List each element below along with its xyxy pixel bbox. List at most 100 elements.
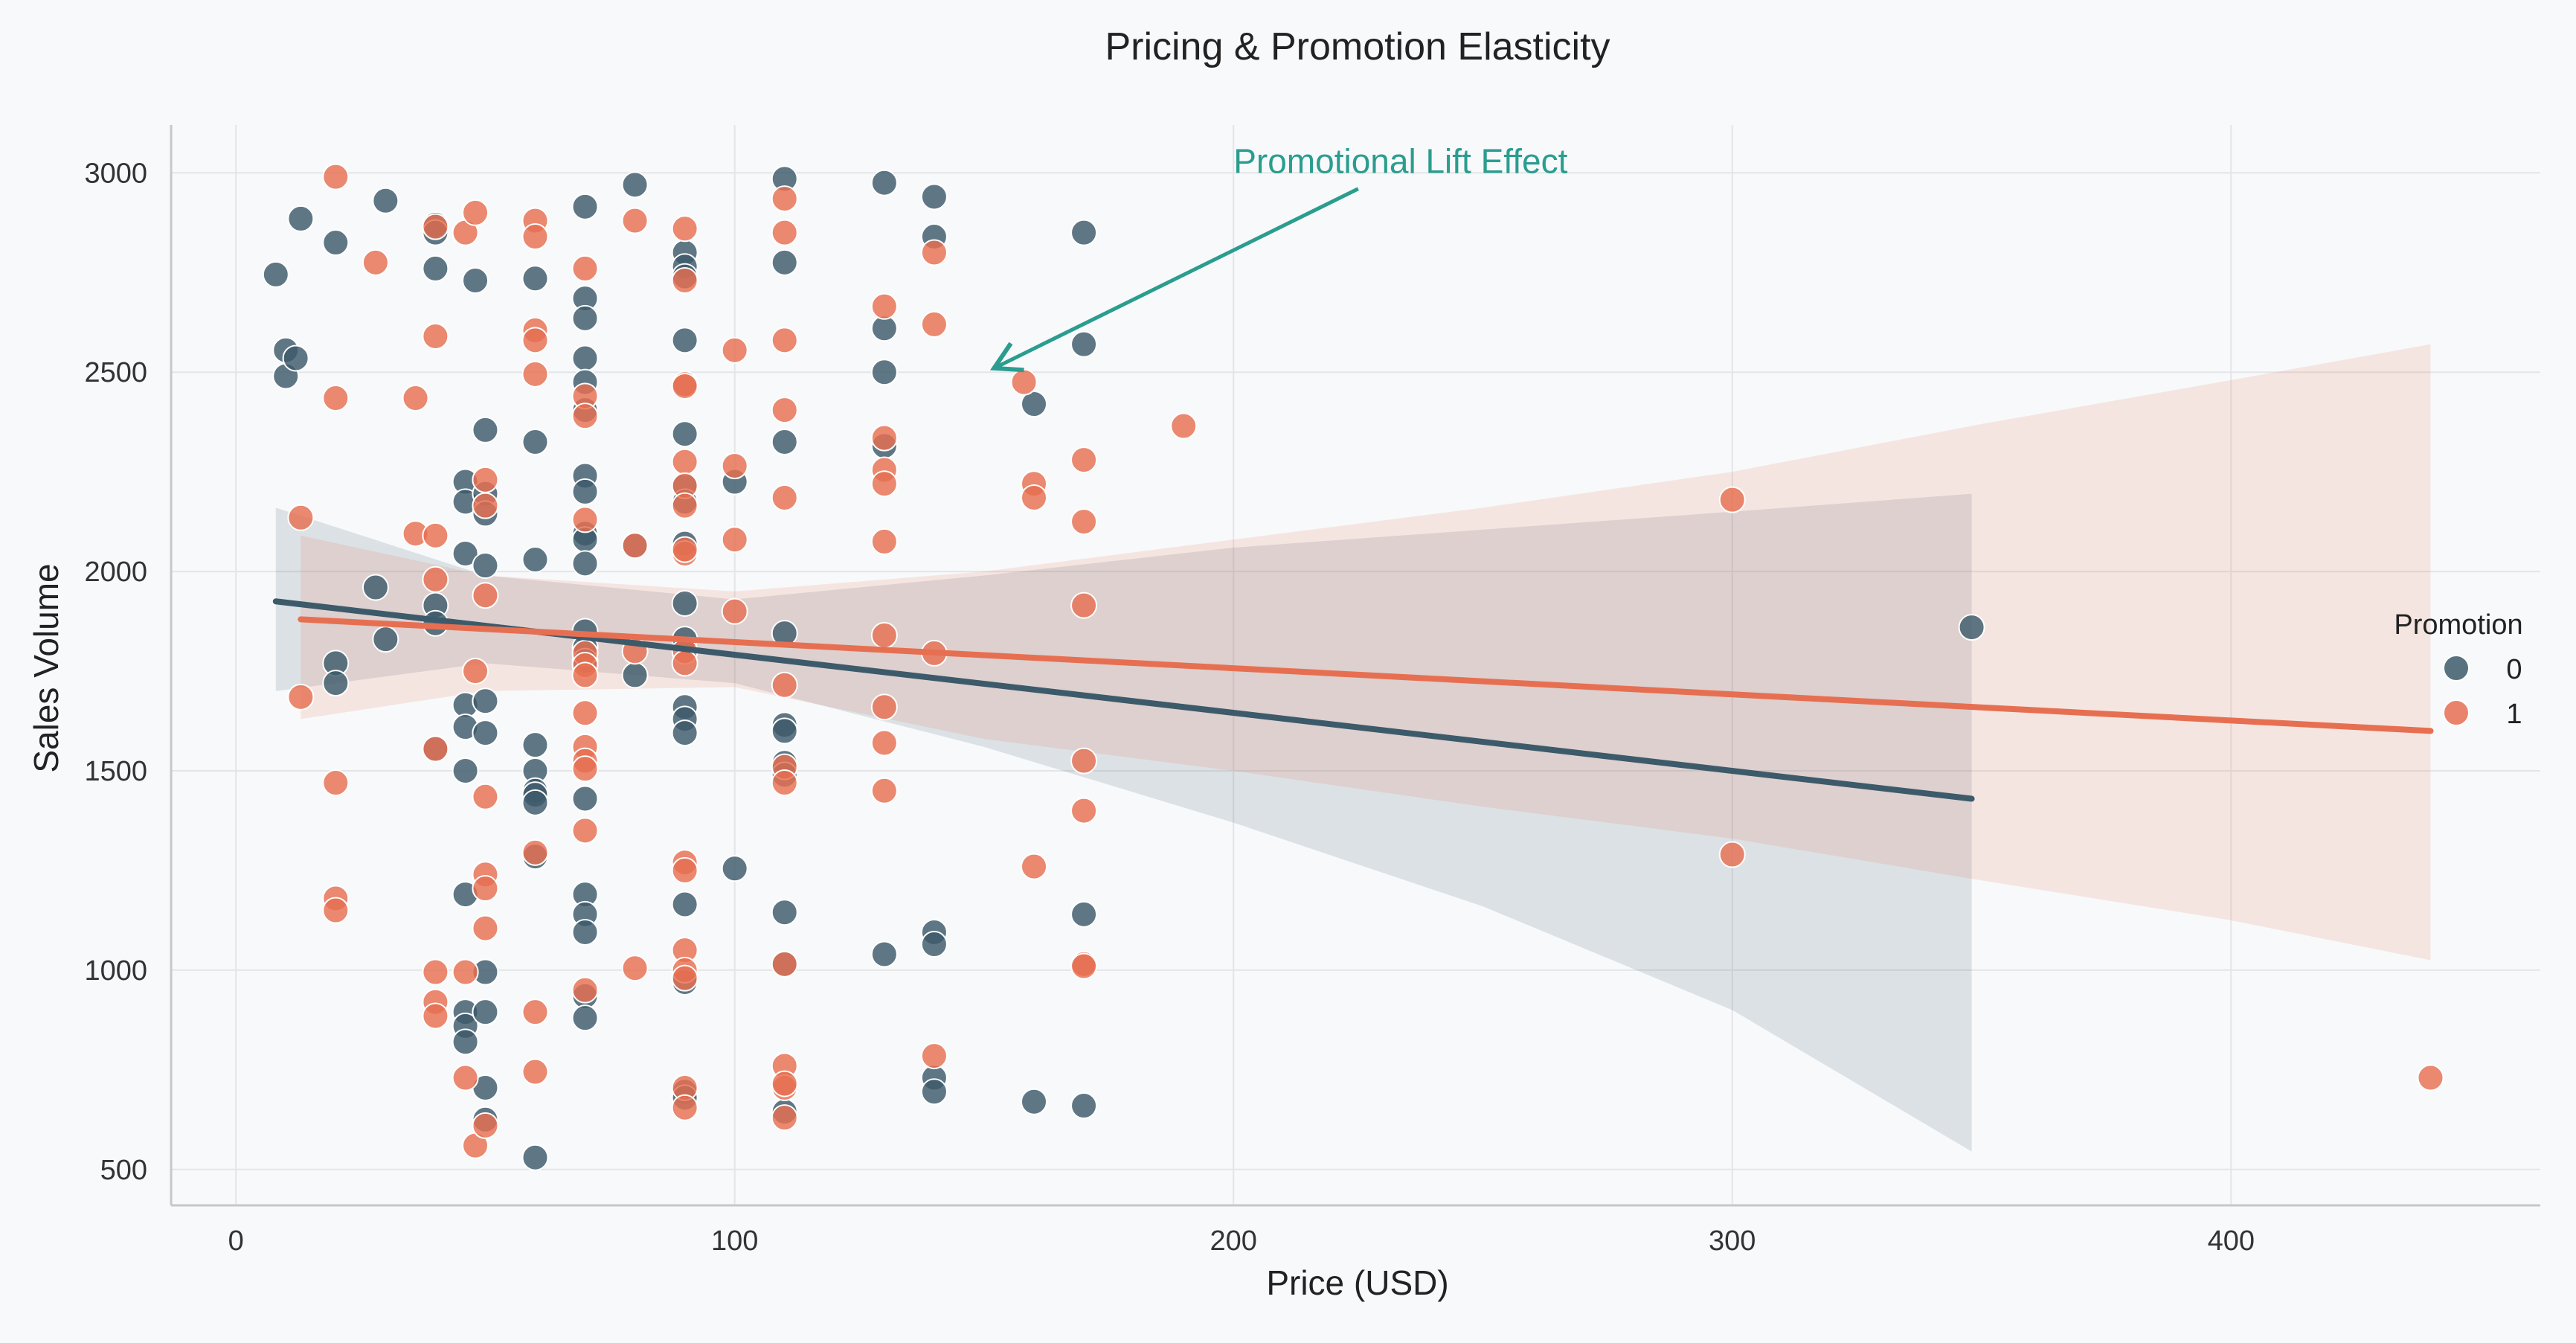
y-tick-label: 1000 [84, 955, 147, 987]
data-point-1 [521, 223, 549, 251]
data-point-0 [920, 1078, 948, 1106]
data-point-1 [721, 526, 748, 554]
data-point-1 [322, 385, 350, 412]
data-point-1 [571, 976, 599, 1004]
data-point-1 [402, 385, 429, 412]
scatter-points [262, 163, 2444, 1171]
y-tick-label: 3000 [84, 158, 147, 189]
data-point-1 [521, 839, 549, 866]
legend-title: Promotion [2394, 609, 2522, 641]
data-point-0 [1070, 1092, 1098, 1120]
data-point-1 [1070, 508, 1098, 536]
confidence-bands [275, 344, 2431, 1152]
data-point-1 [472, 582, 499, 609]
data-point-0 [621, 171, 649, 199]
data-point-0 [571, 1004, 599, 1032]
data-point-1 [771, 484, 798, 511]
data-point-0 [452, 757, 479, 784]
data-point-1 [422, 522, 449, 549]
data-point-1 [422, 322, 449, 350]
data-point-0 [472, 687, 499, 715]
data-point-1 [771, 769, 798, 797]
data-point-1 [422, 958, 449, 986]
data-point-1 [462, 199, 489, 226]
data-point-1 [362, 249, 389, 276]
data-point-0 [322, 670, 350, 697]
y-axis-label: Sales Volume [27, 563, 65, 772]
y-tick-label: 500 [100, 1155, 147, 1186]
data-point-0 [521, 546, 549, 574]
data-point-1 [1010, 368, 1038, 396]
data-point-0 [521, 428, 549, 455]
data-point-1 [920, 1042, 948, 1070]
data-point-0 [362, 574, 389, 601]
data-point-1 [671, 536, 698, 563]
data-point-1 [870, 777, 898, 804]
data-point-1 [621, 955, 649, 982]
data-point-0 [571, 550, 599, 577]
data-point-1 [621, 532, 649, 560]
y-tick-label: 2500 [84, 357, 147, 388]
data-point-0 [521, 265, 549, 292]
data-point-1 [1021, 853, 1048, 880]
ci-band-1 [301, 344, 2431, 961]
data-point-0 [771, 899, 798, 926]
data-point-1 [1070, 747, 1098, 775]
data-point-0 [1021, 1088, 1048, 1115]
axes [170, 125, 2540, 1207]
data-point-0 [472, 999, 499, 1026]
data-point-1 [920, 310, 948, 338]
data-point-1 [422, 735, 449, 763]
data-point-0 [671, 891, 698, 918]
x-tick-label: 200 [1210, 1225, 1257, 1257]
data-point-1 [870, 470, 898, 498]
data-point-1 [287, 683, 315, 711]
data-point-0 [521, 789, 549, 816]
data-point-0 [1958, 614, 1985, 641]
data-point-1 [721, 597, 748, 625]
x-tick-label: 300 [1709, 1225, 1756, 1257]
data-point-1 [571, 699, 599, 727]
data-point-0 [571, 193, 599, 220]
data-point-0 [870, 169, 898, 196]
data-point-1 [721, 452, 748, 480]
data-point-1 [671, 372, 698, 400]
data-point-1 [472, 783, 499, 810]
data-point-0 [571, 918, 599, 946]
data-point-1 [870, 729, 898, 757]
data-point-1 [671, 492, 698, 519]
tick-labels: 0 100 200 300 400 500 1000 1500 2000 2500 3000 [84, 158, 2255, 1257]
data-point-1 [1070, 592, 1098, 619]
data-point-1 [771, 397, 798, 424]
data-point-1 [322, 163, 350, 190]
data-point-1 [621, 207, 649, 234]
data-point-0 [452, 539, 479, 567]
data-point-0 [870, 359, 898, 386]
annotation-text: Promotional Lift Effect [1233, 141, 1567, 180]
gridlines [171, 125, 2540, 1205]
data-point-1 [771, 219, 798, 246]
data-point-1 [671, 1094, 698, 1121]
data-point-0 [1070, 330, 1098, 358]
data-point-0 [472, 719, 499, 747]
data-point-1 [671, 650, 698, 677]
data-point-1 [771, 1070, 798, 1097]
data-point-1 [287, 504, 315, 531]
data-point-0 [422, 254, 449, 282]
data-point-1 [671, 964, 698, 992]
data-point-1 [571, 403, 599, 430]
data-point-0 [287, 205, 315, 232]
legend-label-1: 1 [2506, 699, 2522, 730]
chart-title: Pricing & Promotion Elasticity [1105, 25, 1610, 68]
data-point-1 [920, 239, 948, 266]
data-point-1 [571, 254, 599, 282]
data-point-1 [870, 424, 898, 452]
data-point-0 [462, 266, 489, 294]
data-point-1 [521, 360, 549, 388]
ci-band-0 [275, 493, 1972, 1152]
data-point-1 [462, 658, 489, 685]
data-point-1 [671, 856, 698, 884]
data-point-0 [521, 1144, 549, 1171]
data-point-1 [1718, 841, 1746, 868]
